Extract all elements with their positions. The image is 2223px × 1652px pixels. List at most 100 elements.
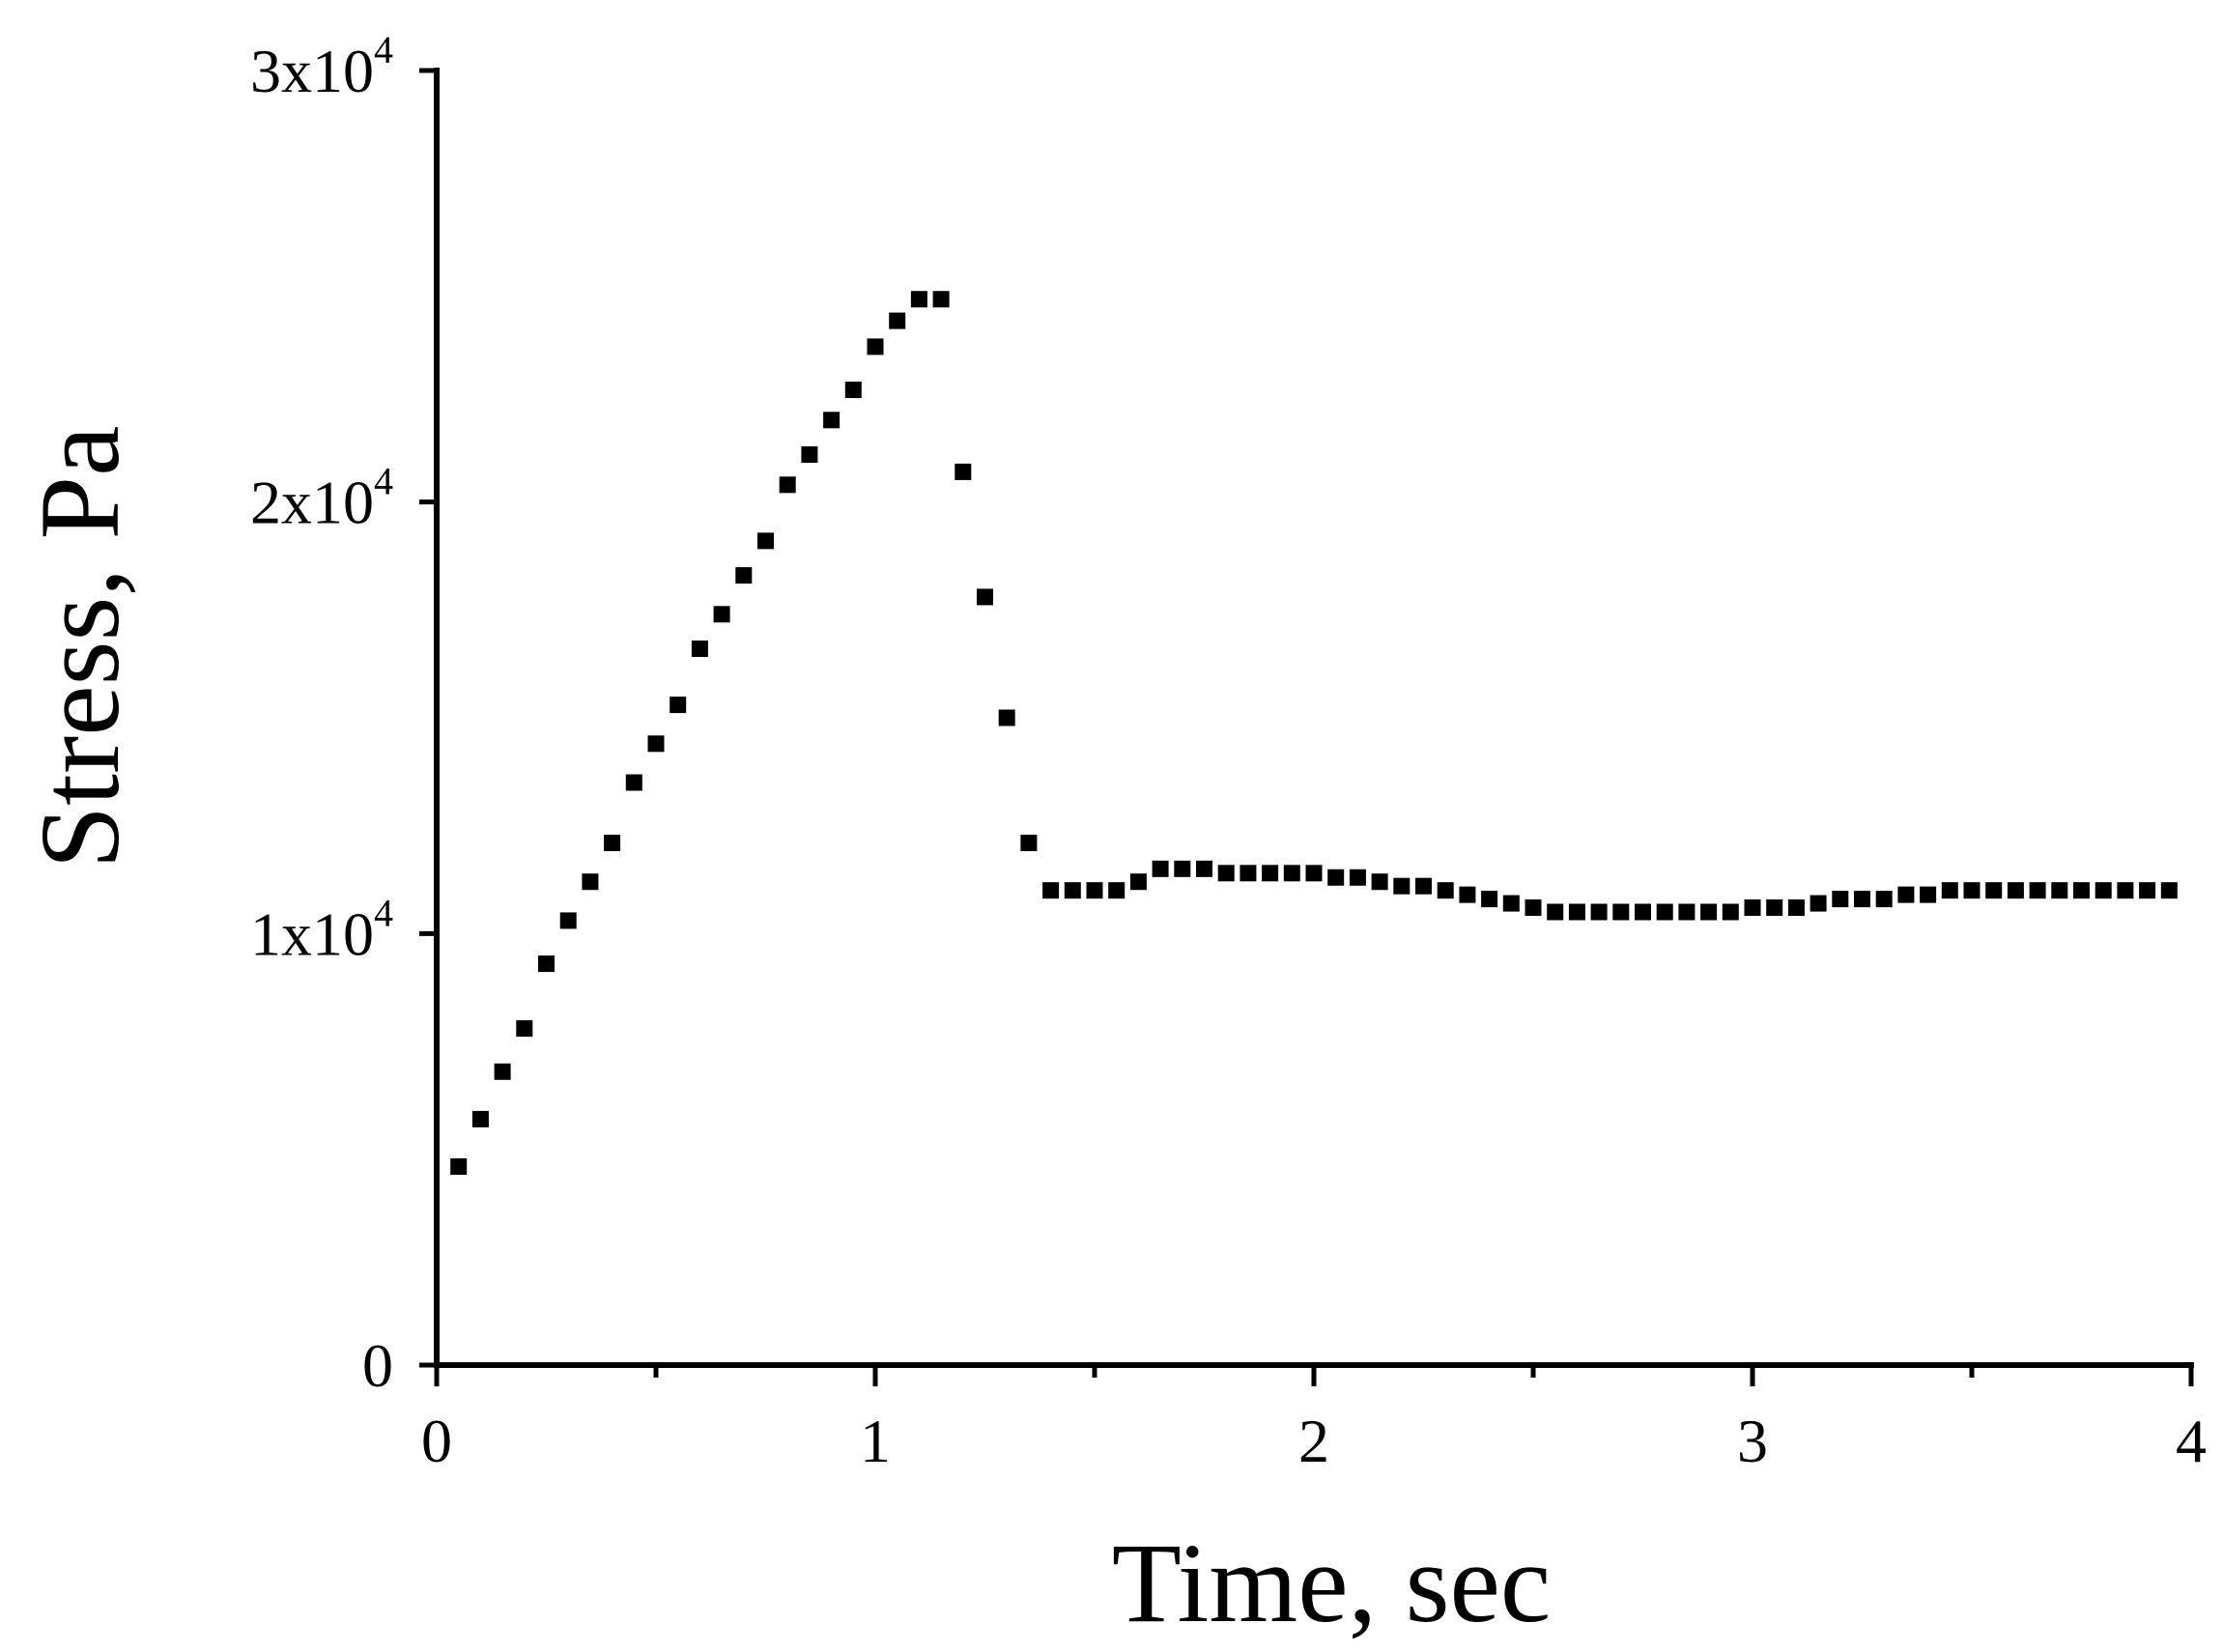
data-point [1678, 903, 1696, 921]
data-point [1305, 865, 1323, 882]
data-point [1766, 899, 1783, 917]
data-point [1240, 865, 1257, 882]
data-point [1700, 903, 1718, 921]
data-point [867, 338, 884, 356]
data-point [1854, 891, 1870, 908]
y-tick-base: 3x10 [250, 37, 374, 105]
data-point [1283, 865, 1300, 882]
y-tick-base: 0 [362, 1331, 393, 1400]
data-point [1393, 877, 1411, 895]
data-point [998, 709, 1015, 726]
data-point [1481, 891, 1498, 908]
data-point [955, 463, 972, 480]
data-point [582, 873, 599, 891]
data-point [1547, 903, 1564, 921]
data-point [1656, 903, 1673, 921]
data-point [1920, 886, 1937, 903]
data-point [1525, 899, 1542, 917]
data-point [1437, 882, 1454, 899]
data-point [647, 735, 665, 753]
data-point [713, 606, 730, 623]
data-point [625, 774, 642, 791]
data-point [779, 476, 796, 494]
axes [434, 68, 2194, 1368]
data-point [757, 532, 774, 550]
y-tick-base: 1x10 [250, 899, 374, 968]
data-point [450, 1158, 468, 1176]
data-point [1415, 877, 1432, 895]
data-point [844, 382, 862, 399]
data-point [1941, 882, 1958, 899]
y-tick-exponent: 4 [374, 460, 393, 503]
data-point [559, 912, 577, 929]
x-tick-label: 4 [2176, 1407, 2207, 1475]
data-point [1349, 869, 1366, 886]
data-point [1810, 895, 1827, 912]
data-point [735, 567, 753, 584]
y-tick-label: 0 [362, 1331, 393, 1400]
data-point [2095, 882, 2112, 899]
data-point [1787, 899, 1805, 917]
data-point [1064, 882, 1081, 899]
data-points [450, 291, 2178, 1176]
x-tick-label: 0 [421, 1407, 452, 1475]
data-point [910, 291, 927, 308]
data-point [691, 641, 708, 658]
data-point [2029, 882, 2046, 899]
y-tick-label: 1x104 [250, 891, 393, 968]
x-axis-title: Time, sec [1112, 1520, 1552, 1646]
data-point [2051, 882, 2068, 899]
data-point [1042, 882, 1060, 899]
data-point [1590, 903, 1608, 921]
data-point [2073, 882, 2090, 899]
x-tick-label: 1 [860, 1407, 891, 1475]
x-tick-label: 3 [1737, 1407, 1768, 1475]
data-point [1108, 882, 1126, 899]
data-point [1174, 860, 1191, 877]
data-point [801, 446, 818, 464]
data-point [1196, 860, 1212, 877]
data-point [1612, 903, 1630, 921]
y-tick-label: 2x104 [250, 460, 393, 537]
data-point [1635, 903, 1651, 921]
y-tick-exponent: 4 [374, 891, 393, 934]
data-point [932, 291, 950, 308]
data-point [604, 835, 621, 852]
ticks [419, 68, 2194, 1386]
data-point [1217, 865, 1235, 882]
data-point [2117, 882, 2134, 899]
data-point [1371, 873, 1388, 891]
y-axis-title: Stress, Pa [16, 426, 143, 869]
data-point [1985, 882, 2003, 899]
y-tick-base: 2x10 [250, 469, 374, 537]
data-point [1502, 895, 1520, 912]
data-point [1152, 860, 1169, 877]
data-point [1086, 882, 1103, 899]
data-point [977, 588, 993, 606]
y-tick-exponent: 4 [374, 28, 393, 71]
y-tick-label: 3x104 [250, 28, 393, 105]
data-point [1020, 835, 1038, 852]
data-point [1262, 865, 1279, 882]
data-point [538, 955, 555, 973]
data-point [1722, 903, 1739, 921]
data-point [2160, 882, 2178, 899]
data-point [494, 1063, 511, 1080]
data-point [1129, 873, 1147, 891]
data-point [823, 412, 841, 429]
data-point [516, 1020, 533, 1038]
data-point [471, 1110, 489, 1127]
data-point [670, 697, 687, 714]
data-point [1327, 869, 1345, 886]
data-point [2007, 882, 2024, 899]
data-point [1459, 886, 1476, 903]
x-tick-label: 2 [1298, 1407, 1329, 1475]
data-point [2139, 882, 2156, 899]
data-point [889, 312, 906, 329]
data-point [1744, 899, 1761, 917]
data-point [1832, 891, 1849, 908]
data-point [1963, 882, 1981, 899]
data-point [1875, 891, 1893, 908]
